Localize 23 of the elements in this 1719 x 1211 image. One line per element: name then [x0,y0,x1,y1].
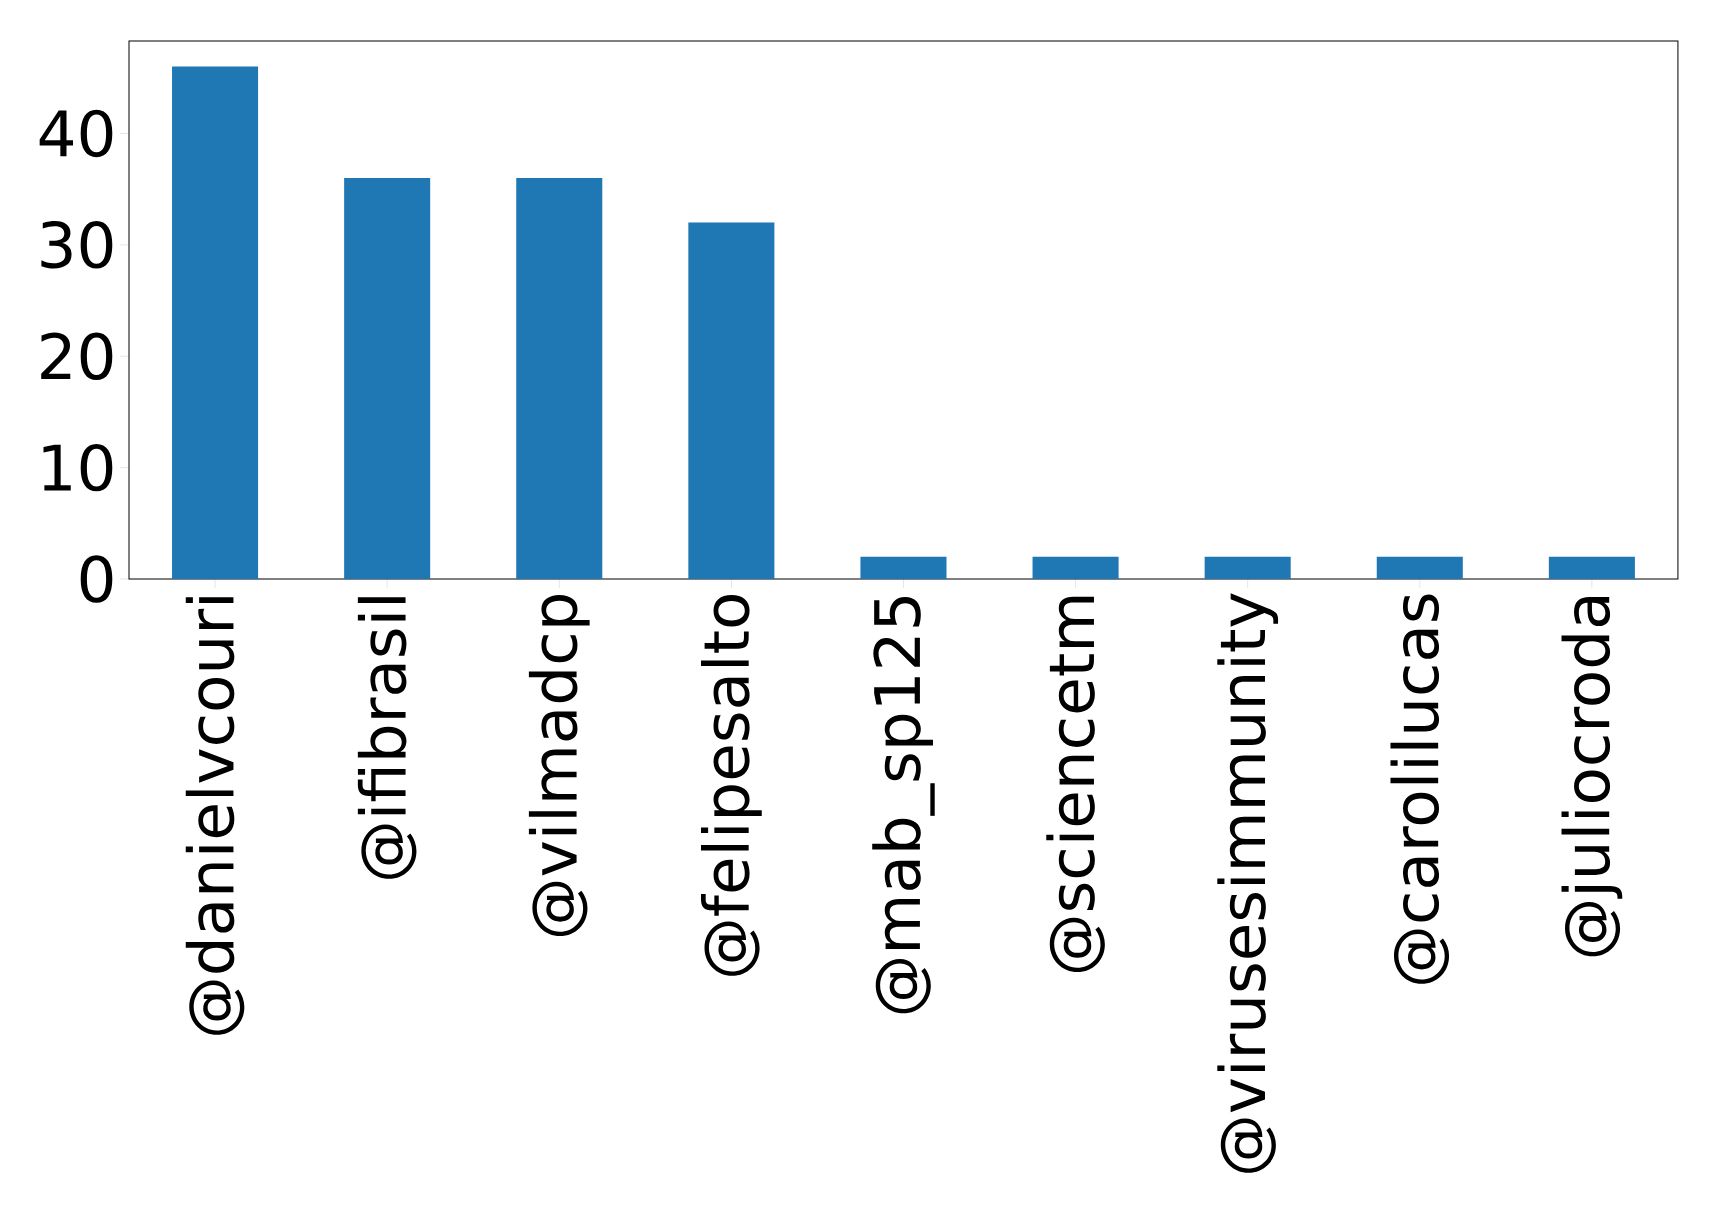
bar [688,222,775,579]
x-tick-label: @felipesalto [700,594,762,976]
y-tick-label: 0 [80,555,113,603]
y-tick-label: 40 [39,109,113,158]
bar [1376,556,1463,579]
bar [860,556,947,579]
bar [344,177,431,579]
x-tick-label: @virusesimmunity [1217,593,1279,1173]
bar [1032,556,1119,579]
x-tick-label: @juliocroda [1561,597,1623,957]
x-tick-label: @vilmadcp [528,594,590,936]
x-tick-label: @danielvcouri [185,597,245,1035]
bar [516,177,603,579]
x-tick-label: @sciencetm [1046,596,1105,973]
x-tick-label: @mab_sp125 [872,597,935,1014]
y-tick-label: 10 [43,443,113,492]
bar [1204,556,1291,579]
bar [1548,556,1635,579]
x-tick-label: @carolilucas [1390,594,1450,984]
y-tick-label: 30 [41,221,113,269]
y-tick-label: 20 [41,332,113,380]
x-tick-label: @ifibrasil [357,597,417,879]
bar [172,66,259,579]
